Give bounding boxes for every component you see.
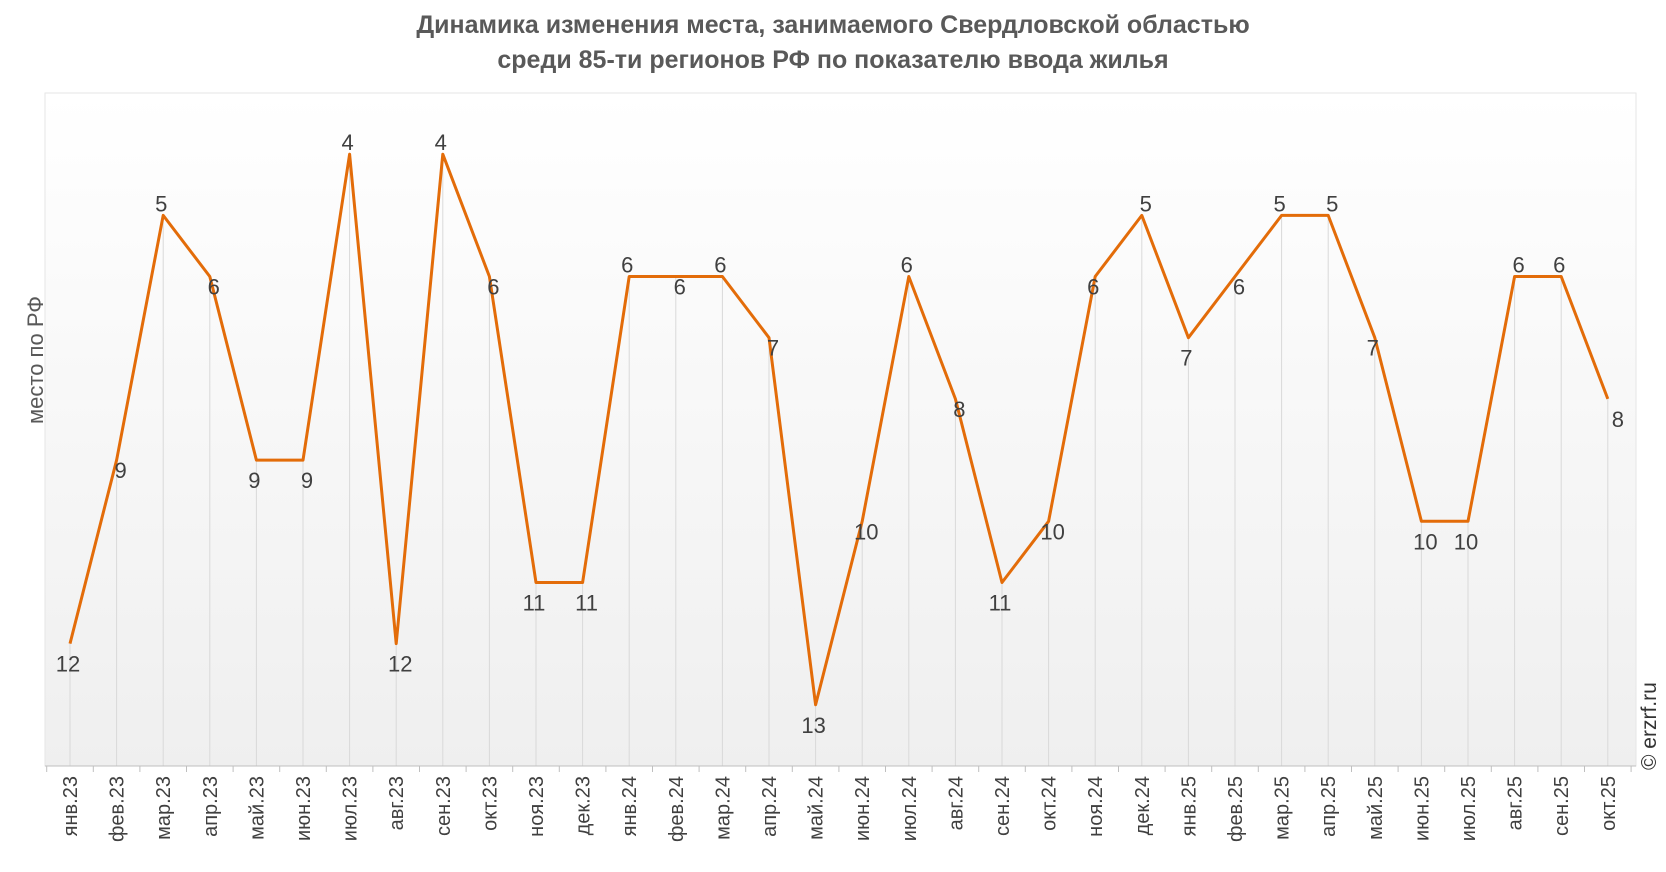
data-label: 4: [341, 130, 353, 155]
x-tick-label: мар.23: [153, 776, 175, 840]
data-label: 7: [1180, 346, 1192, 371]
data-label: 6: [487, 275, 499, 300]
x-tick-label: сен.24: [992, 776, 1014, 836]
x-tick-label: фев.25: [1225, 776, 1247, 842]
data-label: 10: [1454, 529, 1478, 554]
x-tick-label: окт.24: [1039, 776, 1061, 831]
data-label: 13: [801, 713, 825, 738]
data-label: 6: [674, 275, 686, 300]
x-tick-label: июн.23: [293, 776, 315, 841]
x-tick-label: янв.23: [60, 776, 82, 836]
data-label: 6: [714, 253, 726, 278]
data-label: 9: [114, 458, 126, 483]
x-tick-label: янв.25: [1178, 776, 1200, 836]
x-tick-label: окт.25: [1598, 776, 1620, 831]
x-tick-label: апр.23: [200, 776, 222, 837]
x-tick-label: сен.25: [1551, 776, 1573, 836]
x-tick-label: май.23: [246, 776, 268, 840]
watermark: © erzrf.ru: [1638, 682, 1661, 770]
data-label: 5: [1326, 191, 1338, 216]
x-tick-label: авг.25: [1505, 776, 1527, 830]
data-label: 12: [388, 652, 412, 677]
data-label: 5: [1273, 191, 1285, 216]
data-label: 10: [1040, 519, 1064, 544]
x-tick-label: ноя.24: [1085, 776, 1107, 837]
x-tick-label: июн.25: [1411, 776, 1433, 841]
plot-area: [44, 92, 1637, 767]
data-label: 6: [621, 253, 633, 278]
data-label: 11: [523, 590, 546, 615]
chart-title-line-1: Динамика изменения места, занимаемого Св…: [416, 11, 1250, 39]
data-label: 9: [248, 468, 260, 493]
data-label: 12: [56, 652, 80, 677]
x-tick-label: фев.24: [666, 776, 688, 842]
data-label: 6: [208, 275, 220, 300]
data-label: 11: [989, 590, 1012, 615]
data-label: 6: [1087, 275, 1099, 300]
x-tick-label: авг.24: [945, 776, 967, 830]
data-label: 8: [1612, 407, 1624, 432]
data-label: 8: [953, 397, 965, 422]
x-tick-label: июн.24: [852, 776, 874, 841]
x-tick-label: ноя.23: [526, 776, 548, 837]
x-tick-label: апр.24: [759, 776, 781, 837]
x-tick-label: июл.23: [340, 776, 362, 841]
chart-title: Динамика изменения места, занимаемого Св…: [0, 8, 1666, 78]
x-tick-label: окт.23: [479, 776, 501, 831]
data-label: 6: [1553, 253, 1565, 278]
data-label: 10: [854, 519, 878, 544]
chart-title-line-2: среди 85-ти регионов РФ по показателю вв…: [497, 46, 1169, 74]
data-label: 6: [1233, 275, 1245, 300]
data-label: 7: [767, 336, 779, 361]
data-label: 7: [1367, 336, 1379, 361]
x-tick-label: дек.24: [1132, 776, 1154, 835]
data-label: 5: [155, 191, 167, 216]
x-tick-label: май.24: [806, 776, 828, 840]
x-tick-label: апр.25: [1318, 776, 1340, 837]
x-tick-label: дек.23: [573, 776, 595, 835]
x-tick-label: сен.23: [433, 776, 455, 836]
data-label: 6: [901, 253, 913, 278]
x-tick-label: июл.25: [1458, 776, 1480, 841]
x-tick-label: авг.23: [386, 776, 408, 830]
data-label: 9: [301, 468, 313, 493]
data-label: 6: [1512, 253, 1524, 278]
x-tick-label: май.25: [1365, 776, 1387, 840]
x-tick-label: мар.24: [712, 776, 734, 840]
x-tick-label: мар.25: [1272, 776, 1294, 840]
data-label: 4: [435, 130, 447, 155]
x-tick-label: янв.24: [619, 776, 641, 836]
x-tick-label: фев.23: [107, 776, 129, 842]
x-tick-label: июл.24: [899, 776, 921, 841]
data-label: 5: [1140, 191, 1152, 216]
data-label: 11: [575, 590, 598, 615]
data-label: 10: [1413, 529, 1437, 554]
series-line: [68, 152, 1610, 707]
